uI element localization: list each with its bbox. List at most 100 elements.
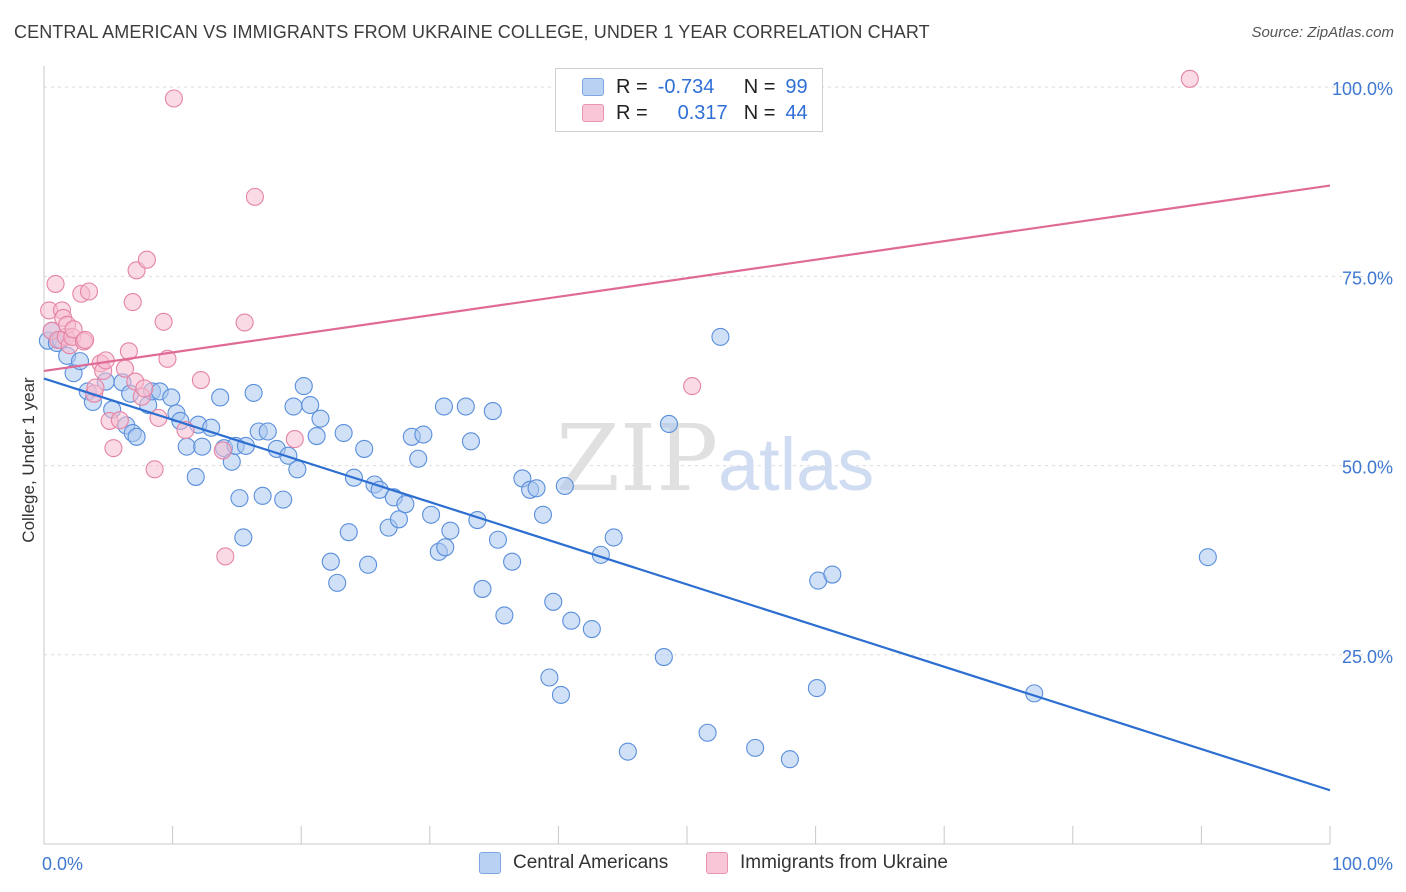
data-point	[245, 187, 264, 206]
data-point	[604, 528, 623, 547]
data-point	[64, 320, 83, 339]
data-point	[488, 530, 508, 549]
data-point	[483, 402, 502, 421]
data-point	[235, 313, 254, 332]
legend-r-value: 0.317	[677, 101, 728, 124]
data-point	[202, 418, 221, 437]
data-point	[823, 565, 842, 584]
chart-title: CENTRAL AMERICAN VS IMMIGRANTS FROM UKRA…	[14, 22, 930, 42]
x-tick-label: 0.0%	[42, 854, 83, 874]
data-point	[359, 555, 378, 574]
data-point	[698, 723, 717, 742]
bottom-legend-label: Immigrants from Ukraine	[740, 852, 948, 873]
legend-row-immigrants-from-ukraine: R = 0.317 N = 44	[582, 100, 808, 126]
data-point	[307, 427, 326, 446]
data-point	[123, 293, 142, 312]
data-point	[414, 425, 433, 444]
data-point	[746, 738, 765, 757]
data-point	[1180, 69, 1199, 88]
source-label: Source: ZipAtlas.com	[1251, 24, 1394, 41]
data-point	[328, 573, 347, 592]
data-point	[339, 523, 358, 542]
data-point	[495, 606, 514, 625]
data-point	[154, 312, 173, 331]
data-point	[461, 432, 481, 451]
data-point	[274, 490, 293, 509]
data-point	[110, 411, 129, 430]
watermark-atlas: atlas	[718, 423, 874, 506]
y-tick-label: 75.0%	[1342, 268, 1393, 288]
watermark: ZIP atlas	[556, 405, 874, 512]
legend-n-value: 44	[785, 101, 808, 124]
legend-swatch-blue	[582, 78, 604, 96]
data-point	[503, 552, 522, 571]
data-point	[76, 330, 95, 349]
data-point	[294, 377, 313, 396]
data-point	[284, 397, 303, 416]
data-point	[540, 668, 559, 687]
data-point	[334, 423, 353, 443]
data-point	[780, 750, 799, 769]
y-tick-labels: 25.0% 50.0% 75.0% 100.0%	[1332, 79, 1393, 667]
data-point	[253, 486, 272, 505]
data-point	[301, 395, 320, 415]
data-point	[186, 467, 205, 486]
bottom-legend-label: Central Americans	[513, 852, 669, 873]
data-point	[104, 439, 123, 458]
data-point	[654, 648, 673, 667]
bottom-legend-immigrants-from-ukraine: Immigrants from Ukraine	[706, 852, 948, 874]
data-point	[191, 370, 210, 390]
data-point	[441, 521, 460, 540]
data-point	[711, 327, 730, 346]
data-point	[533, 505, 553, 524]
data-point	[618, 742, 637, 761]
data-point	[145, 460, 164, 479]
data-point	[193, 437, 212, 456]
axes	[43, 66, 1331, 845]
data-point	[311, 409, 330, 428]
data-point	[164, 89, 183, 108]
data-point	[422, 505, 441, 524]
x-tick-labels: 0.0% 100.0%	[42, 854, 1393, 874]
data-point	[162, 388, 181, 407]
x-tick-label: 100.0%	[1332, 854, 1393, 874]
data-point	[177, 437, 196, 456]
legend-box: R = -0.734 N = 99 R = 0.317 N = 44	[555, 68, 823, 132]
data-point	[396, 495, 415, 514]
data-point	[137, 250, 156, 269]
data-point	[434, 397, 453, 416]
trend-line-2	[43, 184, 1331, 373]
data-point	[527, 479, 546, 498]
data-point	[321, 552, 340, 571]
trend-lines	[43, 184, 1331, 792]
watermark-zip: ZIP	[556, 405, 718, 512]
data-point	[355, 439, 374, 458]
data-point	[79, 282, 99, 301]
data-point	[216, 547, 235, 566]
data-point	[258, 422, 277, 441]
data-point	[551, 685, 571, 704]
data-point	[1198, 548, 1217, 567]
data-point	[544, 592, 563, 611]
data-point	[234, 528, 253, 547]
data-point	[230, 489, 249, 508]
series-central-americans	[38, 321, 1217, 769]
data-point	[244, 383, 263, 402]
legend-r-label: R =	[616, 75, 648, 98]
data-point	[555, 476, 574, 496]
data-point	[127, 427, 146, 446]
data-point	[683, 377, 702, 396]
trend-line-1	[43, 377, 1331, 792]
bottom-legend-swatch-pink	[706, 852, 728, 874]
data-point	[213, 441, 232, 460]
data-point	[288, 460, 307, 479]
data-point	[46, 274, 65, 293]
data-point	[807, 679, 826, 698]
legend-swatch-pink	[582, 104, 604, 122]
legend-n-label: N =	[743, 75, 776, 98]
data-point	[659, 414, 679, 433]
legend-r-value: -0.734	[657, 75, 715, 98]
data-point	[473, 579, 492, 598]
y-tick-label: 50.0%	[1342, 458, 1393, 478]
